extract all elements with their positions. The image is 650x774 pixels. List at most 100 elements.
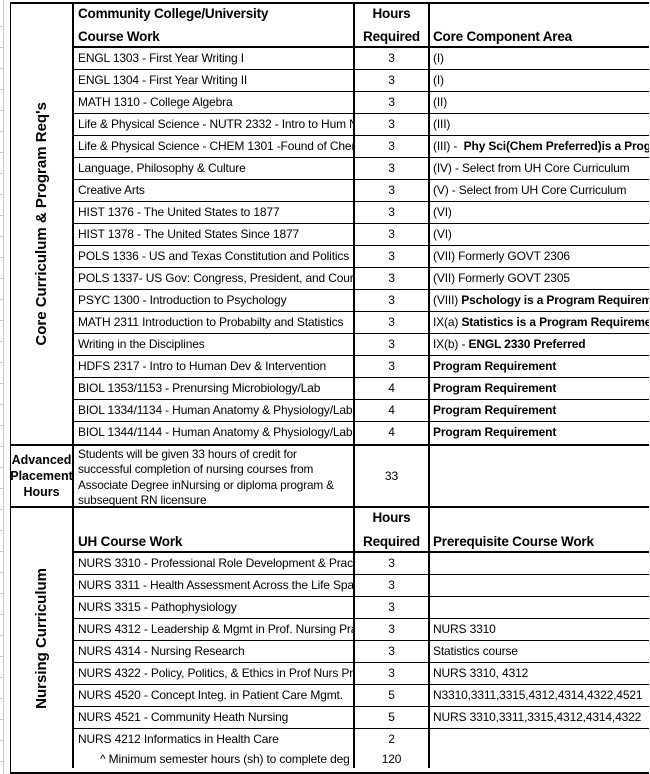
course-row: NURS 4312 - Leadership & Mgmt in Prof. N… [74,619,649,641]
note-bold-text: Program Requirement [433,359,557,373]
note-text: IX(a) [433,315,462,329]
section-advanced-placement: Advanced Placement Hours Students will b… [11,446,649,508]
note-cell: IX(a) Statistics is a Program Requiremen… [430,312,649,333]
course-row: MATH 1310 - College Algebra 3 (II) [74,92,649,114]
course-row: ENGL 1303 - First Year Writing I 3 (I) [74,48,649,70]
note-text: (I) [433,51,444,65]
core-rows: ENGL 1303 - First Year Writing I 3 (I) E… [74,48,649,444]
note-bold-text: Program Requirement [433,403,557,417]
hours-cell: 5 [355,685,430,706]
note-cell [430,729,649,751]
hours-cell: 3 [355,224,430,245]
note-cell: (III) [430,114,649,135]
course-row: NURS 3315 - Pathophysiology 3 [74,597,649,619]
note-text: (VIII) [433,293,462,307]
note-cell: (I) [430,70,649,91]
course-row: BIOL 1353/1153 - Prenursing Microbiology… [74,378,649,400]
course-cell: POLS 1337- US Gov: Congress, President, … [74,268,355,289]
course-row: NURS 3311 - Health Assessment Across the… [74,575,649,597]
hours-cell: 3 [355,158,430,179]
course-row: Life & Physical Science - NUTR 2332 - In… [74,114,649,136]
note-cell: Program Requirement [430,356,649,377]
course-cell: NURS 4521 - Community Heath Nursing [74,707,355,728]
note-cell: (VII) Formerly GOVT 2305 [430,268,649,289]
advanced-placement-label-cell: Advanced Placement Hours [11,446,74,506]
note-bold-text: Pschology is a Program Requirement [461,293,649,307]
note-cell: NURS 3310,3311,3315,4312,4314,4322 [430,707,649,728]
gridline-left-margin [0,6,4,774]
minimum-hours-row: ^ Minimum semester hours (sh) to complet… [74,751,649,768]
note-text: (VII) Formerly GOVT 2306 [433,249,570,263]
hours-cell: 3 [355,92,430,113]
uh-course-work-header: UH Course Work [74,508,355,551]
uh-course-work-header-line2: UH Course Work [78,534,183,549]
hours-cell: 2 [355,729,430,751]
hours-cell: 3 [355,575,430,596]
advanced-placement-hours-value: 33 [355,446,430,506]
course-cell: HIST 1378 - The United States Since 1877 [74,224,355,245]
hours-header-line1: Hours [372,6,411,21]
course-row: POLS 1336 - US and Texas Constitution an… [74,246,649,268]
course-cell: ENGL 1304 - First Year Writing II [74,70,355,91]
hours-cell: 3 [355,180,430,201]
note-cell: (IV) - Select from UH Core Curriculum [430,158,649,179]
note-cell: (I) [430,48,649,69]
course-row: HIST 1378 - The United States Since 1877… [74,224,649,246]
core-header-row: Community College/University Course Work… [74,4,649,48]
hours-cell: 4 [355,422,430,444]
hours-cell: 3 [355,334,430,355]
hours-cell: 3 [355,619,430,640]
note-cell: (VIII) Pschology is a Program Requiremen… [430,290,649,311]
core-curriculum-label-cell: Core Curriculum & Program Req's [11,4,74,444]
course-row: NURS 4520 - Concept Integ. in Patient Ca… [74,685,649,707]
note-cell: (V) - Select from UH Core Curriculum [430,180,649,201]
note-cell [430,575,649,596]
note-text: (VI) [433,227,452,241]
note-text: NURS 3310 [433,622,496,636]
course-row: NURS 3310 - Professional Role Developmen… [74,553,649,575]
course-work-header-line1: Community College/University [78,6,269,21]
note-cell: (II) [430,92,649,113]
course-requirements-table: Core Curriculum & Program Req's Communit… [10,2,649,774]
note-text: (V) - Select from UH Core Curriculum [433,183,627,197]
note-text: Statistics course [433,644,518,658]
course-cell: Life & Physical Science - CHEM 1301 -Fou… [74,136,355,157]
section-core-curriculum: Core Curriculum & Program Req's Communit… [11,4,649,446]
hours-cell: 3 [355,356,430,377]
hours-cell: 3 [355,312,430,333]
note-text: NURS 3310,3311,3315,4312,4314,4322 [433,710,642,724]
section-nursing-curriculum: Nursing Curriculum UH Course Work Hours … [11,508,649,768]
note-cell: NURS 3310, 4312 [430,663,649,684]
course-cell: PSYC 1300 - Introduction to Psychology [74,290,355,311]
nursing-curriculum-label-cell: Nursing Curriculum [11,508,74,768]
hours-cell: 3 [355,70,430,91]
course-cell: BIOL 1344/1144 - Human Anatomy & Physiol… [74,422,355,444]
note-cell: (VI) [430,224,649,245]
course-cell: NURS 4312 - Leadership & Mgmt in Prof. N… [74,619,355,640]
hours-required-header: Hours Required [355,4,430,46]
hours-cell: 4 [355,378,430,399]
advanced-placement-note-cell [430,446,649,506]
hours-cell: 3 [355,202,430,223]
note-text: N3310,3311,3315,4312,4314,4322,4521 [433,688,643,702]
course-cell: Creative Arts [74,180,355,201]
hours-cell: 3 [355,597,430,618]
hours-cell: 3 [355,641,430,662]
minimum-hours-label: ^ Minimum semester hours (sh) to complet… [74,751,355,768]
note-cell: N3310,3311,3315,4312,4314,4322,4521 [430,685,649,706]
course-row: POLS 1337- US Gov: Congress, President, … [74,268,649,290]
hours-header-line2: Required [363,29,420,44]
note-bold-text: Program Requirement [433,425,557,439]
note-cell: (III) - Phy Sci(Chem Preferred)is a Prog… [430,136,649,157]
course-row: HIST 1376 - The United States to 1877 3 … [74,202,649,224]
note-text: (IV) - Select from UH Core Curriculum [433,161,630,175]
course-cell: BIOL 1334/1134 - Human Anatomy & Physiol… [74,400,355,421]
note-cell: (VI) [430,202,649,223]
prerequisite-course-work-header: Prerequisite Course Work [430,508,649,551]
core-component-area-header-label: Core Component Area [433,29,572,44]
course-cell: Life & Physical Science - NUTR 2332 - In… [74,114,355,135]
nursing-hours-header-line2: Required [363,534,420,549]
note-cell: Program Requirement [430,400,649,421]
course-row: PSYC 1300 - Introduction to Psychology 3… [74,290,649,312]
